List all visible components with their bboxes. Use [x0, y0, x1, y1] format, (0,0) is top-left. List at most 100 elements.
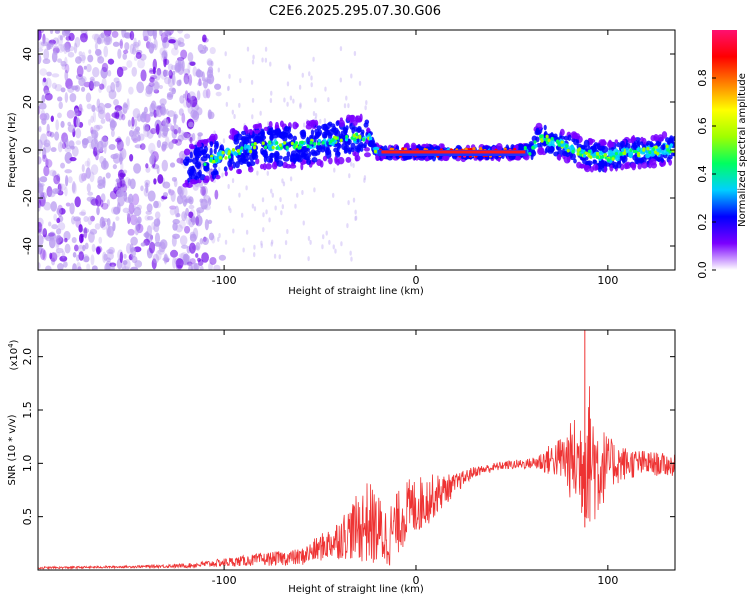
noise-blob	[142, 30, 149, 40]
noise-blob	[256, 170, 259, 176]
noise-blob	[60, 60, 67, 67]
noise-blob	[156, 166, 160, 175]
noise-blob	[204, 204, 211, 211]
noise-blob	[64, 136, 69, 149]
noise-blob	[165, 108, 169, 115]
noise-blob	[129, 154, 134, 162]
ridge-blob	[316, 131, 322, 137]
ridge-blob	[441, 155, 449, 161]
noise-blob	[192, 110, 200, 121]
noise-blob	[172, 222, 178, 231]
ridge-core	[636, 147, 640, 152]
noise-blob	[68, 32, 75, 42]
noise-blob	[161, 50, 168, 60]
noise-blob	[38, 53, 42, 65]
snr-multiplier: (x104)	[7, 339, 20, 370]
noise-blob	[309, 239, 312, 245]
ridge-blob	[183, 148, 191, 156]
ridge-core	[271, 145, 275, 150]
ridge-blob	[214, 174, 221, 180]
noise-blob	[148, 81, 155, 87]
noise-blob	[350, 256, 353, 262]
ridge-core	[528, 152, 532, 156]
ridge-blob	[631, 162, 637, 171]
ridge-core	[249, 149, 253, 154]
ridge-blob	[232, 129, 239, 135]
noise-blob	[201, 252, 209, 263]
noise-blob	[129, 30, 135, 41]
noise-blob	[38, 199, 42, 209]
ridge-blob	[200, 156, 208, 162]
ridge-blob	[300, 129, 307, 138]
noise-blob	[112, 41, 120, 47]
noise-blob	[57, 263, 64, 270]
noise-blob	[284, 240, 288, 246]
noise-blob	[97, 102, 106, 115]
noise-blob	[168, 188, 172, 194]
noise-blob	[55, 228, 62, 235]
noise-blob	[251, 59, 255, 65]
noise-blob	[93, 81, 100, 87]
ridge-core	[250, 142, 255, 147]
noise-blob	[52, 188, 60, 195]
noise-blob	[94, 133, 98, 145]
ridge-blob	[195, 154, 200, 162]
noise-blob	[64, 147, 72, 153]
ridge-blob	[376, 154, 380, 161]
noise-blob	[123, 32, 130, 39]
noise-blob	[307, 256, 310, 262]
noise-blob	[152, 66, 156, 75]
ridge-blob	[514, 154, 522, 161]
noise-blob	[115, 81, 120, 88]
noise-blob	[57, 141, 63, 153]
ridge-core	[611, 157, 615, 161]
ridge-blob	[351, 126, 355, 134]
noise-blob	[73, 216, 81, 222]
ridge-blob	[589, 138, 593, 144]
y-tick-label: 40	[21, 47, 34, 61]
noise-blob	[69, 145, 75, 150]
noise-blob	[286, 81, 290, 87]
noise-blob	[88, 49, 92, 54]
noise-blob	[132, 41, 140, 48]
noise-blob	[40, 109, 46, 119]
noise-blob	[191, 215, 196, 226]
noise-blob	[84, 242, 89, 250]
ridge-blob	[266, 155, 273, 163]
noise-blob	[251, 203, 255, 209]
ridge-blob	[233, 134, 239, 143]
noise-blob	[172, 73, 176, 86]
noise-blob	[42, 77, 47, 83]
noise-blob	[46, 130, 52, 137]
ridge-core	[268, 140, 272, 144]
noise-blob	[202, 34, 207, 43]
noise-blob	[91, 104, 96, 113]
noise-blob	[67, 85, 75, 94]
ridge-blob	[273, 150, 280, 159]
noise-blob	[242, 247, 245, 253]
noise-blob	[213, 264, 221, 270]
noise-blob	[49, 252, 53, 260]
noise-blob	[148, 142, 156, 154]
ridge-blob	[348, 149, 352, 155]
noise-blob	[217, 166, 221, 172]
ridge-blob	[328, 157, 333, 165]
noise-blob	[48, 169, 57, 177]
ridge-core	[632, 149, 636, 154]
noise-blob	[207, 109, 212, 120]
ridge-blob	[614, 139, 619, 144]
colorbar-tick-label: 0.0	[696, 261, 709, 279]
noise-blob	[286, 101, 289, 107]
noise-blob	[91, 265, 98, 270]
ridge-blob	[640, 141, 644, 146]
noise-blob	[100, 32, 105, 39]
noise-blob	[86, 136, 94, 144]
ridge-blob	[196, 162, 201, 170]
noise-blob	[122, 260, 128, 266]
noise-blob	[123, 103, 129, 108]
y-tick-label: -40	[21, 237, 34, 255]
noise-blob	[111, 264, 115, 270]
noise-blob	[108, 89, 117, 100]
noise-blob	[217, 67, 221, 73]
noise-blob	[312, 111, 316, 117]
